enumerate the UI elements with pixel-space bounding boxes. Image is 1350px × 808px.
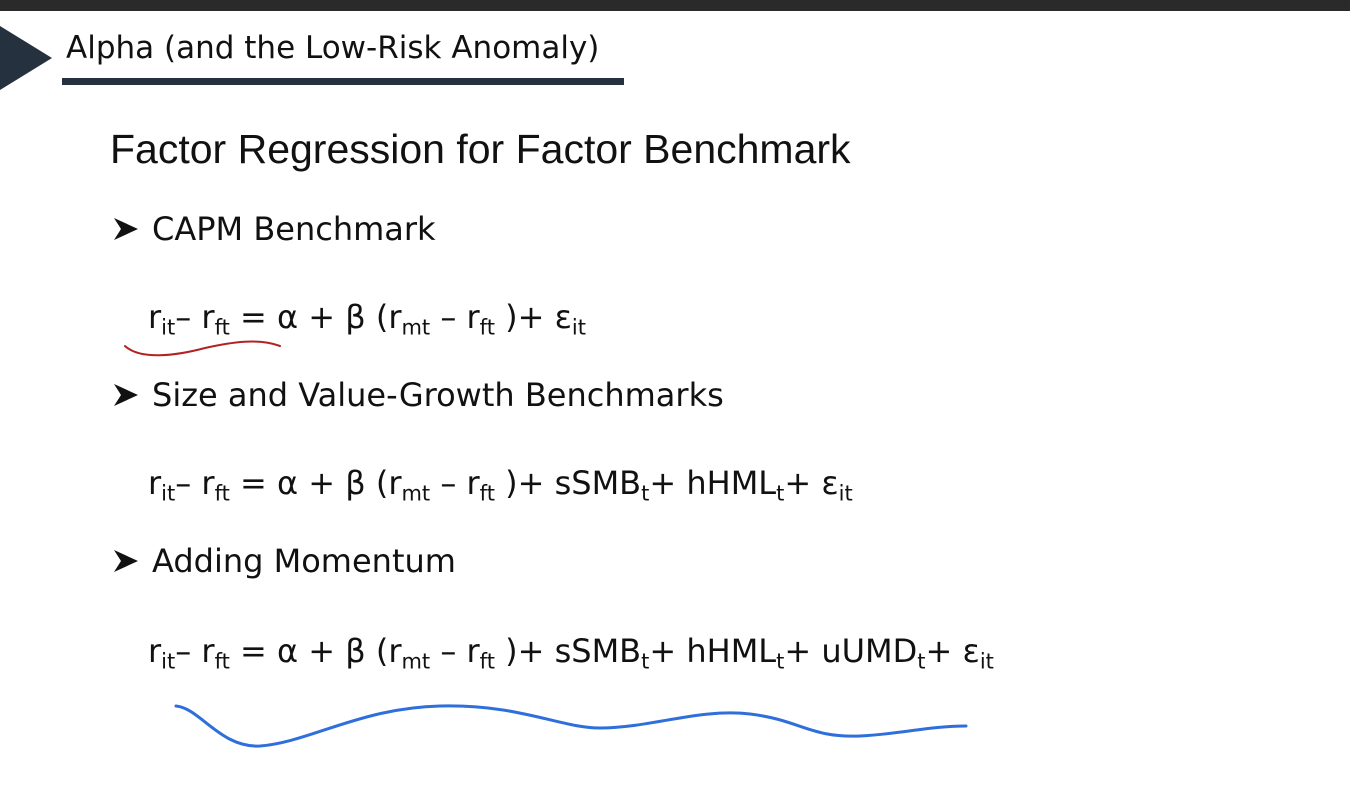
arrow-bullet-icon: [114, 218, 138, 240]
equation-subscript: t: [917, 649, 926, 674]
equation-subscript: it: [161, 481, 176, 506]
top-bar: [0, 0, 1350, 11]
bullet-capm: CAPM Benchmark: [112, 210, 436, 248]
bullet-label: Size and Value-Growth Benchmarks: [152, 376, 724, 414]
equation-text: = α + β (r: [229, 464, 402, 502]
equation-text: + ε: [784, 464, 839, 502]
corner-triangle-icon: [0, 26, 52, 90]
equation-text: )+ ε: [494, 298, 572, 336]
equation-subscript: t: [641, 481, 650, 506]
equation-text: – r: [175, 298, 215, 336]
equation-text: )+ sSMB: [494, 464, 642, 502]
equation-text: r: [148, 632, 162, 670]
equation-capm: rit– rft = α + β (rmt – rft )+ εit: [148, 298, 586, 338]
equation-text: – r: [430, 298, 480, 336]
equation-subscript: t: [776, 649, 785, 674]
red-underline-annotation: [124, 340, 281, 357]
equation-subscript: ft: [214, 649, 230, 674]
equation-subscript: it: [161, 649, 176, 674]
equation-subscript: ft: [479, 481, 495, 506]
bullet-label: CAPM Benchmark: [152, 210, 436, 248]
equation-text: – r: [175, 632, 215, 670]
equation-subscript: t: [776, 481, 785, 506]
equation-four-factor: rit– rft = α + β (rmt – rft )+ sSMBt+ hH…: [148, 632, 994, 672]
equation-subscript: ft: [214, 315, 230, 340]
equation-text: – r: [430, 464, 480, 502]
equation-subscript: it: [571, 315, 586, 340]
equation-text: r: [148, 298, 162, 336]
header-underline: [62, 78, 624, 85]
equation-text: + hHML: [649, 464, 777, 502]
equation-subscript: it: [979, 649, 994, 674]
equation-text: )+ sSMB: [494, 632, 642, 670]
bullet-size-value: Size and Value-Growth Benchmarks: [112, 376, 724, 414]
equation-subscript: t: [641, 649, 650, 674]
equation-subscript: ft: [479, 315, 495, 340]
header-title: Alpha (and the Low-Risk Anomaly): [66, 30, 600, 66]
blue-underline-annotation: [174, 704, 968, 748]
arrow-bullet-icon: [114, 384, 138, 406]
equation-text: + uUMD: [784, 632, 918, 670]
equation-text: + ε: [925, 632, 980, 670]
equation-subscript: ft: [214, 481, 230, 506]
equation-three-factor: rit– rft = α + β (rmt – rft )+ sSMBt+ hH…: [148, 464, 853, 504]
equation-subscript: ft: [479, 649, 495, 674]
slide-title: Factor Regression for Factor Benchmark: [110, 126, 851, 172]
equation-subscript: it: [838, 481, 853, 506]
equation-text: r: [148, 464, 162, 502]
equation-subscript: mt: [401, 649, 431, 674]
bullet-label: Adding Momentum: [152, 542, 456, 580]
equation-text: – r: [430, 632, 480, 670]
equation-subscript: it: [161, 315, 176, 340]
equation-text: – r: [175, 464, 215, 502]
bullet-momentum: Adding Momentum: [112, 542, 456, 580]
equation-text: = α + β (r: [229, 632, 402, 670]
equation-subscript: mt: [401, 481, 431, 506]
arrow-bullet-icon: [114, 550, 138, 572]
equation-text: = α + β (r: [229, 298, 402, 336]
equation-text: + hHML: [649, 632, 777, 670]
equation-subscript: mt: [401, 315, 431, 340]
